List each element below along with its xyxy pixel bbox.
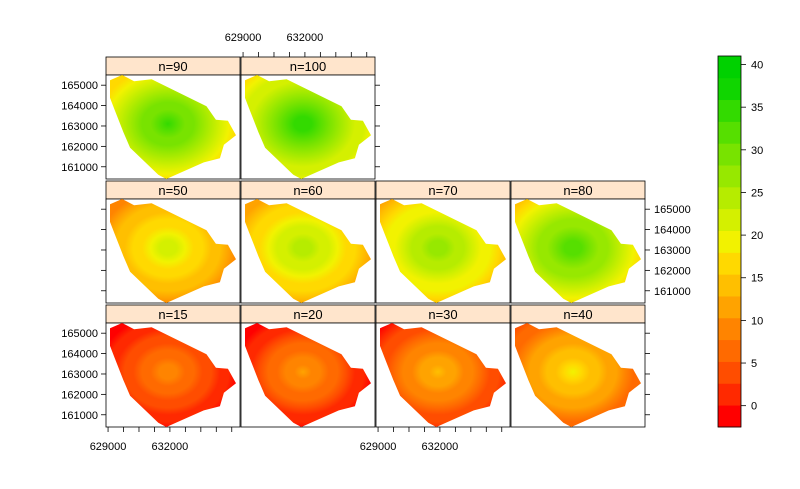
x-tick-label: 629000 [90, 441, 127, 453]
y-tick-label: 164000 [61, 349, 98, 361]
y-tick-label: 164000 [654, 225, 691, 237]
colorbar-frame [717, 55, 742, 428]
heatmap-panel: n=50 [105, 180, 241, 304]
colorbar-bin [718, 230, 741, 253]
y-tick-label: 162000 [61, 389, 98, 401]
colorbar-bin [718, 56, 741, 79]
heatmap-panel: n=90 [105, 56, 241, 180]
colorbar-bin [718, 252, 741, 275]
panel-label: n=100 [290, 59, 327, 74]
heatmap-panel: n=30 [375, 304, 511, 428]
field-polygon [245, 75, 371, 179]
colorbar-bin [718, 405, 741, 428]
colorbar-tick-label: 20 [751, 230, 763, 242]
panel-label: n=80 [563, 183, 592, 198]
field-polygon [515, 323, 641, 427]
y-tick-label: 161000 [654, 286, 691, 298]
field-polygon [110, 75, 236, 179]
panel-label: n=40 [563, 307, 592, 322]
y-tick-label: 163000 [61, 369, 98, 381]
panel-label: n=20 [293, 307, 322, 322]
colorbar-bin [718, 339, 741, 362]
colorbar-bin [718, 383, 741, 406]
y-axis [645, 332, 650, 416]
heatmap-panel: n=20 [240, 304, 376, 428]
y-tick-label: 162000 [61, 141, 98, 153]
heatmap-panel: n=15 [105, 304, 241, 428]
x-tick-label: 632000 [422, 441, 459, 453]
panel-label: n=90 [158, 59, 187, 74]
heatmap-panel: n=70 [375, 180, 511, 304]
y-tick-label: 161000 [61, 410, 98, 422]
field-polygon [245, 199, 371, 303]
y-tick-label: 165000 [654, 204, 691, 216]
colorbar-bin [718, 361, 741, 384]
colorbar-bin [718, 165, 741, 188]
heatmap-panel: n=100 [240, 56, 376, 180]
colorbar-bin [718, 121, 741, 144]
y-axis: 161000 162000 163000 164000 165000 [61, 80, 106, 174]
colorbar-tick-label: 5 [751, 358, 757, 370]
x-tick-label: 632000 [152, 441, 189, 453]
heatmap-panel: n=80 [510, 180, 646, 304]
field-polygon [110, 199, 236, 303]
field-polygon [110, 323, 236, 427]
field-polygon [380, 323, 506, 427]
panel-label: n=50 [158, 183, 187, 198]
x-tick-label: 629000 [225, 32, 262, 44]
colorbar-bin [718, 208, 741, 231]
y-axis [375, 84, 380, 168]
colorbar-tick-label: 30 [751, 145, 763, 157]
colorbar-bin [718, 186, 741, 210]
field-polygon [245, 323, 371, 427]
colorbar-tick-label: 40 [751, 60, 763, 72]
colorbar-bin [718, 274, 741, 297]
field-polygon [380, 199, 506, 303]
colorbar-bin [718, 317, 741, 341]
y-tick-label: 163000 [654, 245, 691, 257]
x-axis: 629000 632000 [90, 427, 233, 453]
colorbar: 0 5 10 15 20 25 30 35 40 [717, 55, 763, 428]
x-axis: 629000 632000 [360, 427, 503, 453]
panel-label: n=70 [428, 183, 457, 198]
colorbar-bin [718, 99, 741, 122]
y-tick-label: 161000 [61, 162, 98, 174]
x-axis: 629000 632000 [225, 32, 368, 57]
y-axis: 161000 162000 163000 164000 165000 [61, 328, 106, 422]
heatmap-panel: n=60 [240, 180, 376, 304]
panels-layer: n=15 n=20 n=30 n=40 n=50 n=60 n=70 n=80 n=90 n=10… [105, 56, 646, 428]
y-tick-label: 162000 [654, 265, 691, 277]
colorbar-tick-label: 15 [751, 273, 763, 285]
colorbar-tick-label: 10 [751, 315, 763, 327]
colorbar-tick-label: 0 [751, 401, 757, 413]
panel-label: n=15 [158, 307, 187, 322]
heatmap-panel: n=40 [510, 304, 646, 428]
x-tick-label: 629000 [360, 441, 397, 453]
colorbar-tick-label: 25 [751, 187, 763, 199]
y-tick-label: 163000 [61, 121, 98, 133]
colorbar-tick-label: 35 [751, 102, 763, 114]
field-polygon [515, 199, 641, 303]
colorbar-bin [718, 77, 741, 101]
panel-label: n=60 [293, 183, 322, 198]
y-axis [101, 208, 106, 292]
panel-label: n=30 [428, 307, 457, 322]
y-tick-label: 165000 [61, 328, 98, 340]
y-tick-label: 164000 [61, 101, 98, 113]
y-axis: 161000 162000 163000 164000 165000 [645, 204, 691, 298]
y-tick-label: 165000 [61, 80, 98, 92]
colorbar-bin [718, 143, 741, 166]
axes-layer: 629000 632000 629000 632000 629000 632000 1610… [61, 32, 690, 453]
colorbar-bin [718, 296, 741, 319]
x-tick-label: 632000 [287, 32, 324, 44]
